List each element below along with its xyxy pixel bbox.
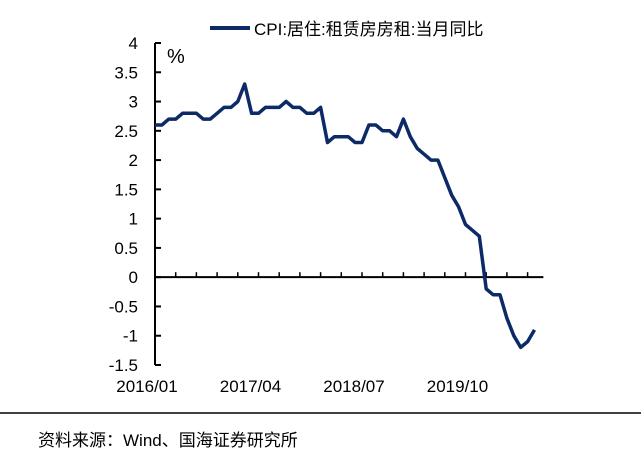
y-axis: 4 3.5 3 2.5 2 1.5 1 0.5 0 -0.5 -1 -1.5 [109, 34, 161, 375]
y-tick-label: -0.5 [109, 297, 138, 316]
x-tick-label: 2016/01 [116, 377, 177, 396]
source-note: 资料来源：Wind、国海证券研究所 [38, 431, 298, 450]
y-tick-label: 1 [129, 210, 138, 229]
y-tick-label: 4 [129, 34, 138, 53]
x-axis: 2016/01 2017/04 2018/07 2019/10 [116, 272, 544, 396]
y-tick-label: 2.5 [114, 122, 138, 141]
y-tick-label: 2 [129, 151, 138, 170]
legend-label: CPI:居住:租赁房房租:当月同比 [254, 20, 484, 39]
y-tick-label: 0.5 [114, 239, 138, 258]
legend: CPI:居住:租赁房房租:当月同比 [210, 20, 484, 39]
y-tick-label: -1.5 [109, 356, 138, 375]
y-tick-label: 1.5 [114, 180, 138, 199]
y-tick-label: 3.5 [114, 63, 138, 82]
x-tick-label: 2017/04 [220, 377, 281, 396]
series-line [155, 82, 537, 350]
x-tick-label: 2019/10 [427, 377, 488, 396]
y-tick-label: 0 [129, 268, 138, 287]
y-tick-label: 3 [129, 93, 138, 112]
x-tick-label: 2018/07 [323, 377, 384, 396]
y-unit-label: % [167, 46, 185, 68]
y-tick-label: -1 [123, 327, 138, 346]
